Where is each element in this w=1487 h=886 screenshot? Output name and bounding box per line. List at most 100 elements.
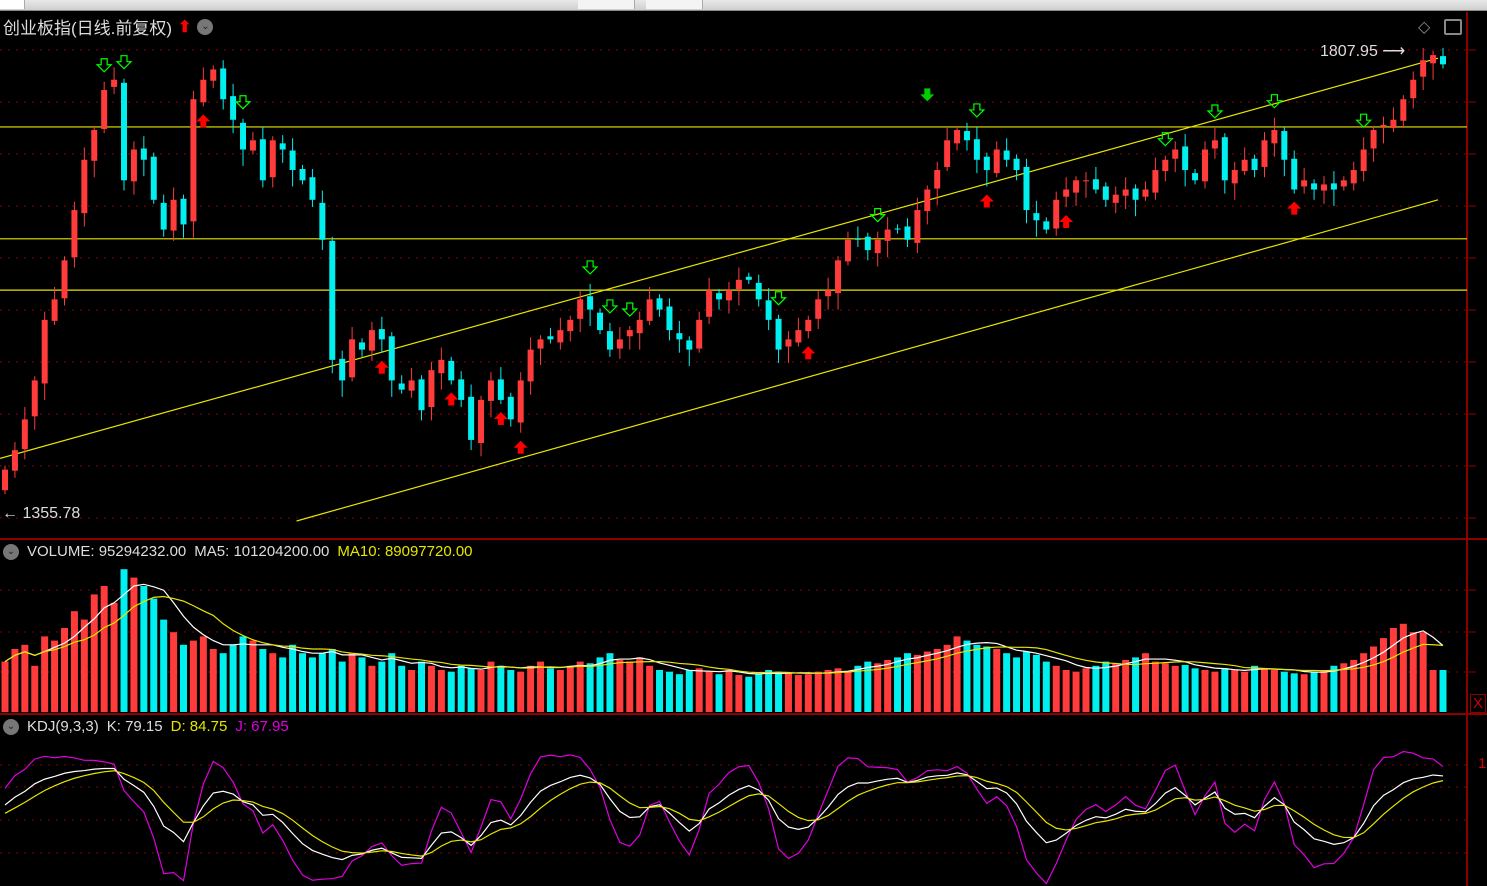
volume-bar-up <box>61 628 69 712</box>
volume-bar-down <box>1181 664 1189 712</box>
volume-bar-up <box>1072 671 1080 712</box>
volume-bar-up <box>695 668 703 712</box>
candle-up <box>91 130 98 161</box>
volume-bar-up <box>437 670 445 712</box>
candle-up <box>1211 140 1218 149</box>
close-panel-icon[interactable]: X <box>1470 694 1487 713</box>
volume-bar-up <box>626 661 634 712</box>
candle-up <box>478 399 485 443</box>
volume-bar-up <box>1082 668 1090 712</box>
volume-bar-down <box>1191 668 1199 712</box>
volume-bar-down <box>388 653 396 712</box>
volume-bar-down <box>308 657 316 712</box>
candle-up <box>1430 55 1437 64</box>
volume-bar-up <box>80 619 88 712</box>
candle-down <box>1330 183 1337 190</box>
candle-down <box>150 156 157 200</box>
candle-up <box>1410 79 1417 99</box>
volume-bar-up <box>784 673 792 712</box>
candle-up <box>835 260 842 294</box>
volume-bar-down <box>775 671 783 712</box>
volume-bar-down <box>318 653 326 712</box>
top-toolbar <box>0 0 1487 11</box>
candle-down <box>1221 137 1228 181</box>
volume-bar-up <box>735 675 743 712</box>
d-value: 84.75 <box>189 718 228 735</box>
candle-down <box>1023 166 1030 211</box>
candle-up <box>735 279 742 290</box>
toolbar-tab[interactable] <box>578 0 635 9</box>
candle-up <box>1231 170 1238 184</box>
candle-down <box>418 379 425 411</box>
dropdown-chevron-icon[interactable]: ⌄ <box>197 18 214 35</box>
candle-up <box>993 149 1000 174</box>
candle-down <box>547 336 554 340</box>
volume-bar-up <box>1379 638 1387 712</box>
volume-bar-up <box>209 649 217 712</box>
candle-up <box>954 130 961 144</box>
volume-bar-down <box>299 653 307 712</box>
dropdown-chevron-icon[interactable]: ⌄ <box>3 718 19 735</box>
sell-arrow-icon <box>1156 132 1174 147</box>
volume-bar-up <box>576 661 584 712</box>
candle-down <box>319 202 326 240</box>
volume-bar-up <box>923 651 931 712</box>
volume-bar-down <box>447 671 455 712</box>
volume-bar-down <box>715 674 723 712</box>
volume-bar-down <box>239 636 247 712</box>
candle-up <box>1053 199 1060 229</box>
candle-up <box>527 349 534 382</box>
volume-bar-up <box>517 671 525 712</box>
candle-down <box>378 329 385 340</box>
volume-bar-down <box>507 670 515 712</box>
volume-bar-up <box>1201 670 1209 712</box>
candle-up <box>428 370 435 408</box>
buy-arrow-icon <box>444 392 459 406</box>
diamond-icon[interactable]: ◇ <box>1418 19 1431 36</box>
volume-bar-up <box>834 668 842 712</box>
sell-arrow-icon <box>968 103 986 118</box>
sell-arrow-icon <box>770 291 787 306</box>
volume-bar-down <box>1439 670 1447 712</box>
kdj-legend: ⌄ KDJ(9,3,3) K: 79.15 D: 84.75 J: 67.95 <box>3 718 289 735</box>
volume-bar-up <box>705 671 713 712</box>
candle-up <box>1350 170 1357 184</box>
volume-bar-up <box>408 670 416 712</box>
dropdown-chevron-icon[interactable]: ⌄ <box>3 543 19 560</box>
volume-bar-up <box>844 671 852 712</box>
toolbar-tab[interactable] <box>646 0 703 9</box>
candle-up <box>190 99 197 222</box>
candle-up <box>408 380 415 391</box>
panel-toggle-icon[interactable] <box>1444 19 1462 35</box>
candle-up <box>269 140 276 178</box>
candle-down <box>765 300 772 320</box>
candle-up <box>31 380 38 417</box>
volume-bar-up <box>1370 646 1378 712</box>
d-label: D: <box>170 718 186 735</box>
candle-up <box>1122 189 1129 196</box>
volume-bar-up <box>21 644 29 712</box>
candle-up <box>696 319 703 349</box>
volume-bar-up <box>1409 632 1417 712</box>
volume-bar-up <box>1260 668 1268 712</box>
candle-down <box>398 383 405 390</box>
candle-up <box>636 319 643 334</box>
candle-up <box>21 419 28 450</box>
buy-arrow-icon <box>979 194 994 208</box>
ma5-value: 101204200.00 <box>233 543 330 560</box>
candle-up <box>51 299 58 321</box>
candle-up <box>1390 119 1397 128</box>
volume-bar-up <box>993 649 1001 712</box>
high-price-label: 1807.95 ⟶ <box>1320 43 1406 60</box>
volume-label: VOLUME: <box>27 543 95 560</box>
volume-bar-up <box>249 640 257 712</box>
toolbar-tab[interactable] <box>0 0 25 9</box>
volume-bar-down <box>546 668 554 712</box>
candle-up <box>1172 149 1179 159</box>
candle-down <box>220 68 227 100</box>
candle-down <box>497 379 504 400</box>
candle-down <box>160 202 167 230</box>
candle-up <box>1360 149 1367 172</box>
candle-up <box>944 140 951 167</box>
